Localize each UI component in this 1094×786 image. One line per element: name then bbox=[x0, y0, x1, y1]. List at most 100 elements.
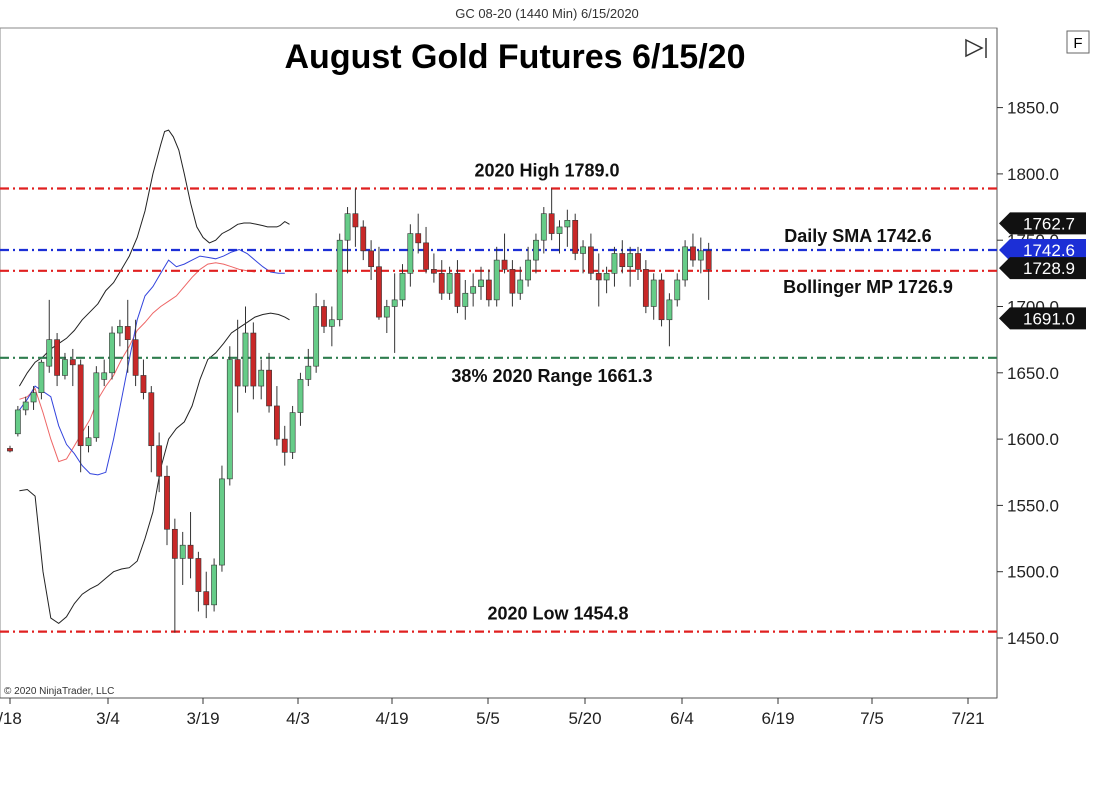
candle-body bbox=[266, 369, 272, 407]
candle bbox=[580, 240, 586, 274]
candle bbox=[211, 558, 217, 612]
candle bbox=[611, 246, 618, 287]
candle-body bbox=[603, 273, 610, 281]
candle-body bbox=[156, 445, 163, 477]
candle-body bbox=[485, 279, 492, 301]
y-tick-label: 1800.0 bbox=[1007, 165, 1059, 184]
candle bbox=[344, 207, 351, 274]
candle-body bbox=[226, 359, 233, 480]
f-button[interactable]: F bbox=[1066, 30, 1090, 54]
candle-body bbox=[454, 273, 461, 307]
y-tick-label: 1450.0 bbox=[1007, 629, 1059, 648]
copyright-text: © 2020 NinjaTrader, LLC bbox=[4, 686, 114, 697]
x-tick-label: 7/5 bbox=[860, 709, 884, 728]
candle-body bbox=[376, 266, 382, 318]
candle bbox=[619, 240, 626, 274]
x-axis: /18 3/4 3/19 4/3 4/19 5/5 5/20 6/4 6/19 7/5 7/21 bbox=[0, 698, 985, 728]
x-tick-label: 7/21 bbox=[951, 709, 984, 728]
candle-body bbox=[344, 213, 351, 241]
candle bbox=[109, 326, 115, 380]
candle-body bbox=[38, 361, 45, 393]
candle-body bbox=[533, 239, 539, 261]
candle bbox=[305, 348, 312, 387]
candle bbox=[297, 372, 304, 426]
bollinger-mid-line bbox=[19, 262, 255, 463]
candle-body bbox=[360, 226, 367, 252]
candle bbox=[399, 264, 406, 307]
candle-body bbox=[258, 369, 265, 387]
candle bbox=[164, 465, 170, 546]
candle bbox=[7, 445, 13, 453]
candle bbox=[682, 240, 688, 287]
x-tick-label: 6/19 bbox=[761, 709, 794, 728]
candle bbox=[525, 246, 531, 287]
candle bbox=[85, 425, 92, 453]
candle bbox=[360, 220, 367, 261]
candle bbox=[281, 425, 288, 466]
scroll-end-icon[interactable] bbox=[965, 38, 987, 58]
candle-body bbox=[46, 339, 53, 367]
candle bbox=[635, 246, 641, 280]
candle-body bbox=[62, 359, 68, 376]
price-flag-label: 1742.6 bbox=[1023, 241, 1075, 260]
candle bbox=[140, 359, 147, 400]
y-tick-label: 1850.0 bbox=[1007, 99, 1059, 118]
candle-body bbox=[423, 242, 429, 270]
candle-body bbox=[164, 475, 170, 530]
x-tick-label: 6/4 bbox=[670, 709, 694, 728]
candle-body bbox=[336, 239, 343, 321]
candle-body bbox=[540, 213, 547, 241]
candle bbox=[666, 293, 673, 347]
candle bbox=[517, 266, 524, 300]
candle-body bbox=[415, 233, 422, 244]
candle-body bbox=[438, 273, 445, 294]
candle bbox=[132, 319, 139, 387]
candle-body bbox=[517, 279, 524, 294]
candle bbox=[328, 306, 335, 347]
candle bbox=[556, 220, 563, 254]
candle bbox=[658, 273, 665, 327]
plot-area bbox=[0, 27, 998, 699]
candle-body bbox=[30, 392, 37, 403]
candle-body bbox=[572, 220, 579, 254]
candle-body bbox=[69, 359, 76, 366]
candle-body bbox=[391, 299, 398, 307]
candle-body bbox=[211, 564, 217, 606]
price-flag: 1762.7 bbox=[999, 212, 1086, 235]
plot-frame bbox=[0, 27, 998, 699]
price-flag: 1742.6 bbox=[999, 239, 1086, 262]
candle bbox=[30, 386, 37, 410]
candle bbox=[501, 233, 508, 274]
y-tick-label: 1650.0 bbox=[1007, 364, 1059, 383]
candle-body bbox=[187, 544, 194, 559]
candle-body bbox=[14, 409, 21, 435]
candle-body bbox=[509, 269, 516, 294]
candle-body bbox=[109, 332, 115, 374]
bollinger-bands bbox=[18, 129, 290, 625]
candle-body bbox=[674, 279, 681, 301]
candle-body bbox=[85, 437, 92, 447]
x-tick-label: 5/5 bbox=[476, 709, 500, 728]
price-flag-label: 1762.7 bbox=[1023, 214, 1075, 233]
candle bbox=[124, 299, 131, 373]
candle-body bbox=[470, 286, 477, 294]
candle bbox=[462, 279, 469, 320]
candle-body bbox=[658, 279, 665, 321]
candle bbox=[391, 273, 398, 353]
candle-body bbox=[564, 220, 571, 228]
candle-body bbox=[478, 279, 484, 287]
x-tick-label: 3/19 bbox=[186, 709, 219, 728]
candle bbox=[336, 233, 343, 327]
candle bbox=[548, 188, 555, 241]
candle-body bbox=[595, 273, 602, 281]
candle-body bbox=[642, 269, 649, 307]
x-tick-label: 3/4 bbox=[96, 709, 120, 728]
price-flag-shape bbox=[999, 307, 1086, 330]
candle bbox=[376, 246, 382, 320]
candle-body bbox=[611, 253, 618, 274]
y-tick-label: 1550.0 bbox=[1007, 496, 1059, 515]
candle-body bbox=[321, 306, 327, 327]
candle bbox=[117, 319, 123, 347]
price-flag-label: 1691.0 bbox=[1023, 309, 1075, 328]
